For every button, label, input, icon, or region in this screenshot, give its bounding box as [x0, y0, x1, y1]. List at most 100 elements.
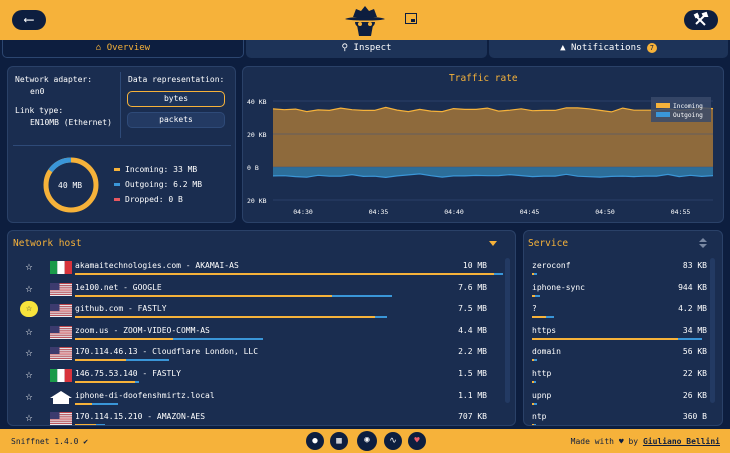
back-button[interactable]: ⟵: [12, 10, 46, 30]
host-row[interactable]: ☆ 170.114.15.210 - AMAZON-AES 707 KB: [8, 408, 508, 425]
host-name: zoom.us - ZOOM-VIDEO-COMM-AS: [75, 325, 210, 335]
outgoing-bar: [534, 359, 538, 362]
dropped-total-text: Dropped: 0 B: [125, 195, 183, 204]
tab-inspect[interactable]: ⚲ Inspect: [246, 40, 487, 58]
link-type-label: Link type:: [15, 106, 64, 115]
star-outline-icon[interactable]: ☆: [25, 410, 33, 425]
star-outline-icon[interactable]: ☆: [25, 345, 33, 360]
star-filled-icon[interactable]: ☆: [20, 301, 38, 318]
sponsor-button[interactable]: ♥: [408, 432, 426, 450]
traffic-donut-chart: [43, 157, 99, 213]
outgoing-bar: [534, 424, 536, 425]
incoming-total-text: Incoming: 33 MB: [125, 165, 198, 174]
star-outline-icon[interactable]: ☆: [25, 280, 33, 295]
version-text: Sniffnet 1.4.0: [11, 437, 79, 446]
star-outline-icon[interactable]: ☆: [25, 323, 33, 338]
x-tick-label: 04:55: [671, 208, 691, 216]
made-with-text: Made with: [570, 437, 614, 446]
check-icon: ✔: [83, 437, 89, 446]
x-tick-label: 04:45: [520, 208, 540, 216]
star-outline-icon[interactable]: ☆: [25, 367, 33, 381]
outgoing-bar: [534, 381, 536, 383]
service-row[interactable]: upnp 26 KB: [524, 388, 722, 410]
x-tick-label: 04:35: [369, 208, 389, 216]
news-button[interactable]: ∿: [384, 432, 402, 450]
github-button[interactable]: ◉: [357, 431, 377, 451]
host-name: 146.75.53.140 - FASTLY: [75, 369, 181, 378]
host-name: github.com - FASTLY: [75, 304, 167, 314]
sort-toggle-icon[interactable]: [698, 237, 708, 249]
service-name: http: [532, 369, 552, 378]
home-icon: [50, 390, 72, 404]
wrench-icon: [693, 11, 709, 26]
service-name: zeroconf: [532, 261, 571, 270]
outgoing-bar: [678, 337, 702, 340]
settings-button[interactable]: [684, 10, 718, 30]
heart-icon: ♥: [414, 436, 420, 446]
host-row[interactable]: ☆ iphone-di-doofenshmirtz.local 1.1 MB: [8, 387, 508, 409]
legend-swatch-outgoing: [656, 112, 670, 117]
book-icon: ▦: [336, 436, 342, 446]
service-row[interactable]: ntp 360 B: [524, 409, 722, 425]
service-traffic-value: 944 KB: [678, 282, 707, 292]
host-row[interactable]: ☆ 1e100.net - GOOGLE 7.6 MB: [8, 279, 508, 301]
incoming-total: Incoming: 33 MB: [114, 165, 197, 174]
outgoing-bar: [534, 402, 538, 405]
host-row[interactable]: ☆ 146.75.53.140 - FASTLY 1.5 MB: [8, 365, 508, 387]
service-row[interactable]: ? 4.2 MB: [524, 301, 722, 323]
legend-box: [651, 97, 711, 122]
service-traffic-value: 83 KB: [682, 261, 707, 270]
incoming-bar: [75, 316, 375, 319]
host-traffic-value: 4.4 MB: [458, 325, 487, 335]
series-line-incoming: [272, 106, 714, 113]
tab-label: Inspect: [353, 43, 392, 53]
heart-icon: ♥: [618, 437, 624, 446]
service-row[interactable]: domain 56 KB: [524, 344, 722, 366]
service-row[interactable]: zeroconf 83 KB: [524, 258, 722, 280]
outgoing-total-text: Outgoing: 6.2 MB: [125, 180, 203, 189]
service-row[interactable]: https 34 MB: [524, 323, 722, 345]
traffic-rate-title: Traffic rate: [449, 73, 518, 84]
star-outline-icon[interactable]: ☆: [25, 388, 33, 403]
service-row[interactable]: iphone-sync 944 KB: [524, 280, 722, 302]
wiki-button[interactable]: ▦: [330, 432, 348, 450]
host-row[interactable]: ☆ github.com - FASTLY 7.5 MB: [8, 300, 508, 322]
incoming-bar: [532, 424, 534, 425]
service-traffic-value: 26 KB: [682, 390, 707, 400]
tab-label: Overview: [106, 43, 151, 53]
arrow-left-icon: ⟵: [24, 12, 34, 28]
incoming-bar: [532, 316, 546, 319]
outgoing-bar: [134, 381, 140, 383]
bytes-button[interactable]: bytes: [127, 91, 225, 107]
service-name: upnp: [532, 390, 552, 400]
service-traffic-value: 360 B: [682, 412, 707, 422]
host-row[interactable]: ☆ zoom.us - ZOOM-VIDEO-COMM-AS 4.4 MB: [8, 322, 508, 344]
service-traffic-value: 4.2 MB: [678, 304, 707, 314]
incoming-bar: [75, 337, 174, 340]
thumbnail-mode-icon[interactable]: [405, 13, 417, 24]
tab-notifications[interactable]: ▲ Notifications 7: [489, 40, 728, 58]
host-row[interactable]: ☆ akamaitechnologies.com - AKAMAI-AS 10 MB: [8, 257, 508, 279]
website-button[interactable]: ●: [306, 432, 324, 450]
incoming-bar: [532, 402, 534, 405]
host-traffic-value: 7.6 MB: [458, 282, 487, 292]
outgoing-swatch: [114, 183, 120, 186]
bell-icon: ▲: [560, 43, 566, 53]
host-row[interactable]: ☆ 170.114.46.13 - Cloudflare London, LLC 2…: [8, 343, 508, 365]
data-representation-label: Data representation:: [128, 75, 225, 84]
series-area-incoming: [273, 107, 713, 167]
incoming-bar: [532, 294, 536, 297]
link-type-value: EN10MB (Ethernet): [30, 118, 112, 127]
packets-button[interactable]: packets: [127, 112, 225, 128]
star-outline-icon[interactable]: ☆: [25, 259, 33, 273]
tab-overview[interactable]: ⌂ Overview: [2, 40, 244, 58]
search-icon: ⚲: [341, 43, 349, 53]
outgoing-bar: [126, 359, 170, 362]
service-row[interactable]: http 22 KB: [524, 366, 722, 388]
host-scrollbar[interactable]: [505, 258, 510, 403]
sort-chevron-down-icon[interactable]: [488, 240, 498, 248]
incoming-bar: [532, 273, 534, 275]
author-link[interactable]: Giuliano Bellini: [642, 437, 720, 446]
service-scrollbar[interactable]: [710, 258, 715, 403]
host-name: iphone-di-doofenshmirtz.local: [75, 390, 215, 400]
